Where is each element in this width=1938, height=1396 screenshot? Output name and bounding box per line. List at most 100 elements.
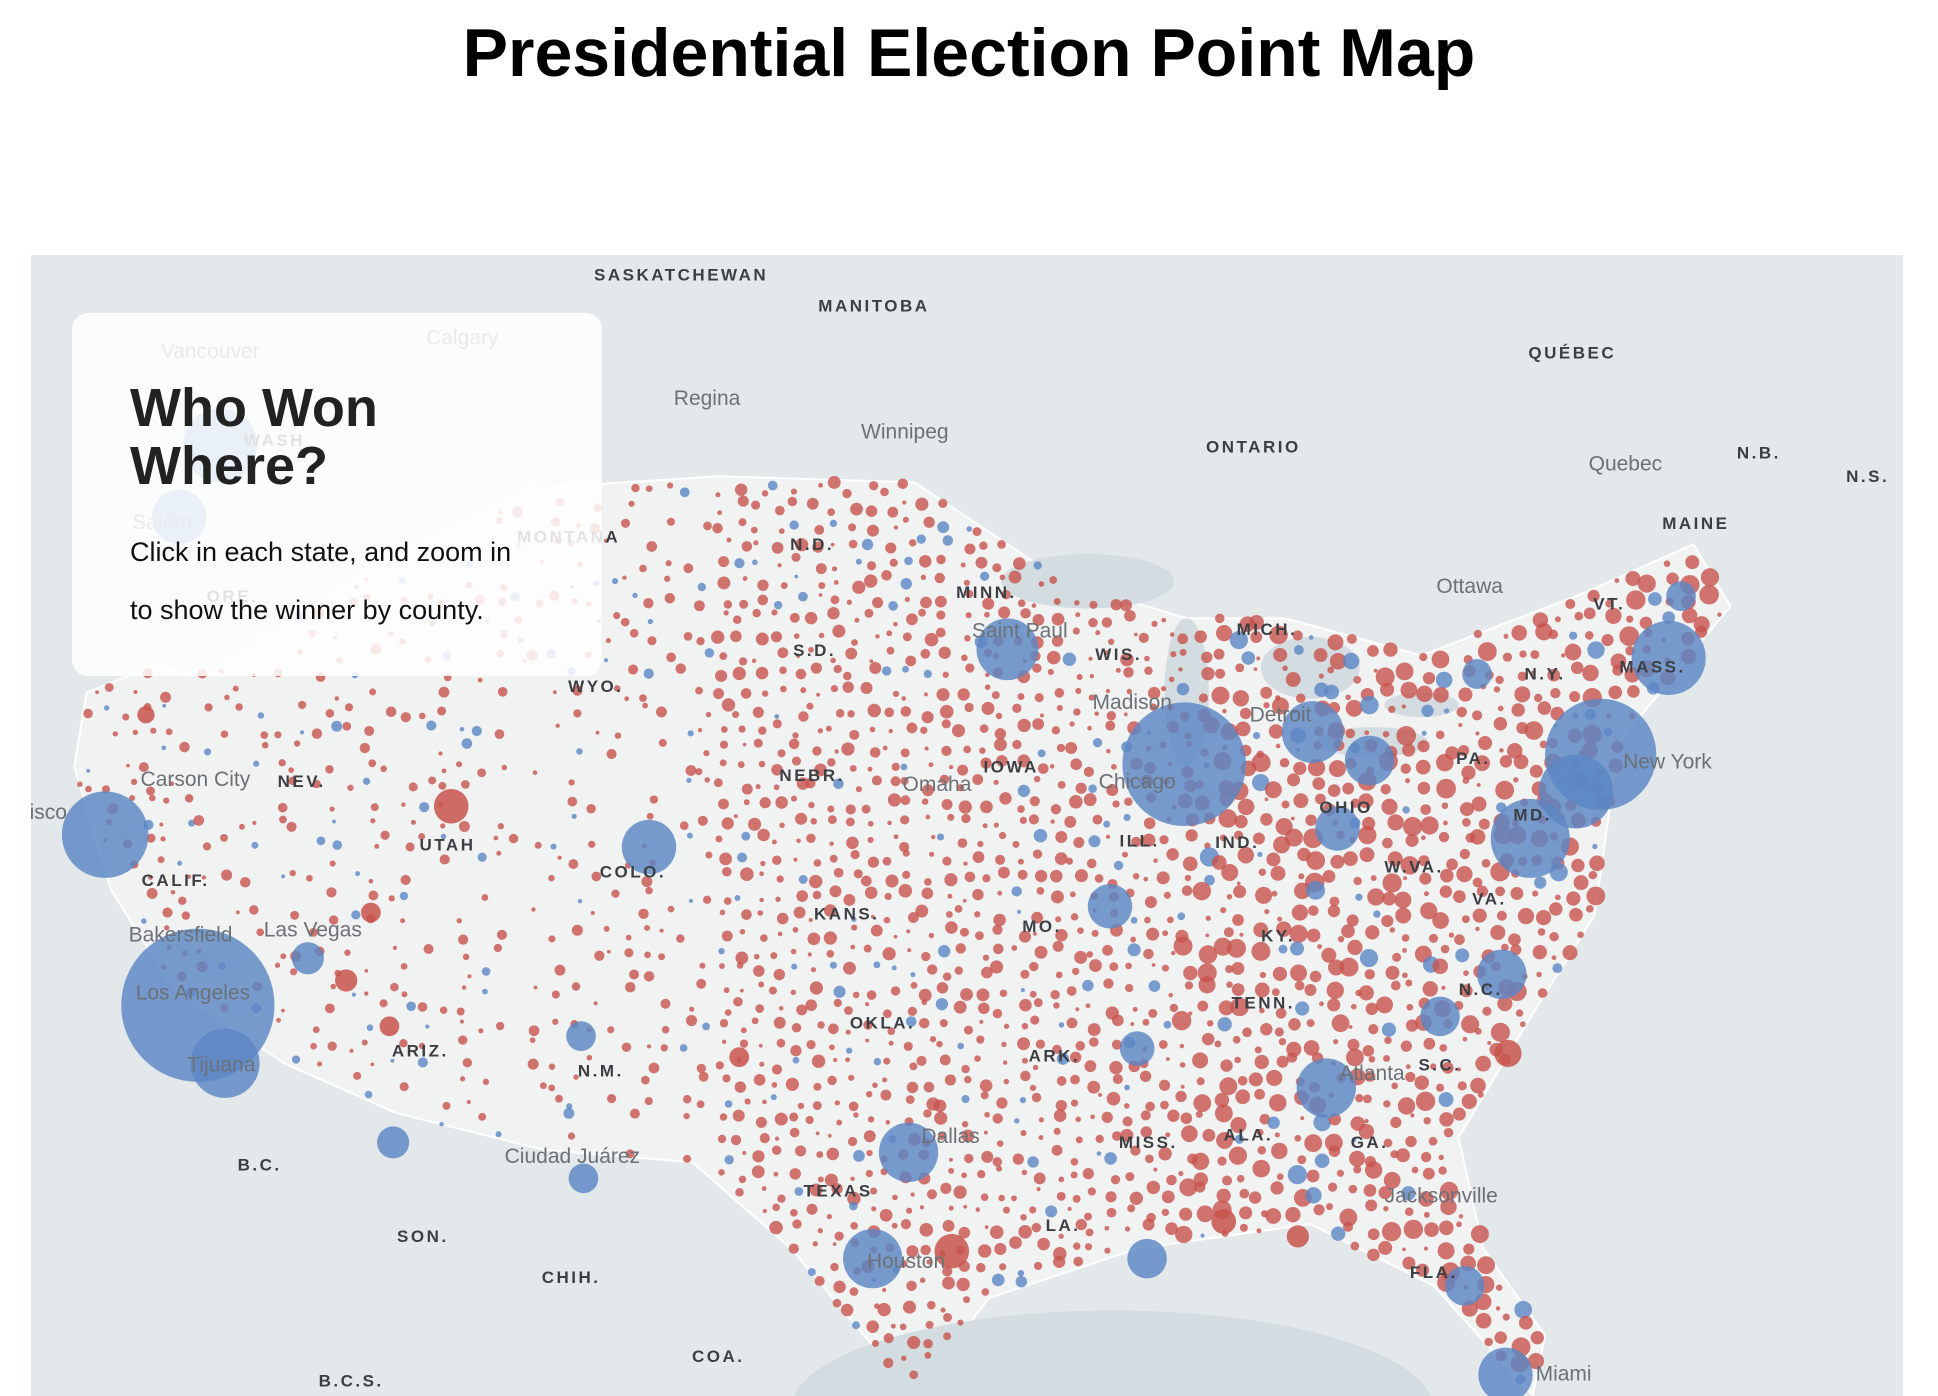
county-dot [697, 582, 706, 592]
county-dot [629, 628, 639, 638]
county-dot [628, 500, 635, 507]
county-dot [1456, 866, 1473, 883]
county-dot [1017, 1037, 1031, 1051]
county-dot [1073, 1256, 1084, 1267]
county-dot [1109, 962, 1119, 971]
county-dot [810, 662, 822, 674]
county-dot [994, 728, 1007, 740]
county-dot [1258, 868, 1267, 876]
county-dot [791, 552, 801, 562]
county-dot [1494, 1039, 1522, 1068]
county-dot [1373, 668, 1378, 673]
county-dot [849, 765, 857, 772]
county-dot [1587, 641, 1605, 659]
county-dot [759, 1133, 770, 1144]
county-dot [1405, 1064, 1411, 1070]
county-dot [867, 836, 874, 843]
county-dot [829, 885, 842, 898]
county-dot [1050, 819, 1055, 824]
county-dot [1148, 980, 1161, 992]
county-dot [1250, 631, 1263, 643]
county-dot [1456, 706, 1467, 718]
county-dot [1029, 1206, 1037, 1214]
county-dot [632, 592, 638, 599]
county-dot [1420, 902, 1438, 920]
county-dot [379, 1016, 400, 1037]
county-dot [1433, 687, 1449, 703]
county-dot [1327, 784, 1341, 797]
county-dot [1438, 1166, 1447, 1175]
county-dot [647, 636, 657, 646]
county-dot [1365, 1002, 1379, 1016]
county-dot [808, 918, 813, 923]
county-dot [643, 597, 654, 609]
county-dot [1151, 620, 1158, 628]
county-dot [1273, 647, 1288, 662]
county-dot [1381, 1222, 1402, 1242]
county-dot [890, 1323, 896, 1329]
county-dot [939, 1019, 948, 1028]
county-dot [759, 897, 764, 903]
county-dot [1378, 1186, 1392, 1200]
county-dot [361, 902, 381, 923]
county-dot [1252, 832, 1265, 845]
county-dot [1277, 916, 1283, 922]
county-dot [1050, 990, 1060, 1000]
county-dot [334, 696, 340, 701]
county-dot [1414, 1075, 1429, 1090]
county-dot [920, 596, 932, 609]
county-dot [1400, 856, 1420, 875]
county-dot [1076, 673, 1083, 680]
county-dot [904, 596, 910, 602]
county-dot [1180, 1112, 1193, 1125]
county-dot [1484, 1337, 1493, 1347]
county-dot [77, 781, 83, 787]
panel-description: Click in each state, and zoom in to show … [130, 523, 602, 639]
county-dot [900, 795, 911, 806]
county-dot [133, 689, 138, 695]
county-dot [776, 875, 784, 883]
county-dot [904, 556, 913, 566]
county-dot [1127, 1204, 1136, 1213]
county-dot [817, 728, 824, 734]
county-dot [847, 1136, 858, 1147]
county-dot [863, 1130, 876, 1143]
county-dot [551, 990, 560, 999]
county-dot [359, 742, 371, 754]
county-dot [732, 1109, 745, 1122]
county-dot [773, 968, 786, 981]
county-dot [279, 815, 287, 824]
county-dot [791, 756, 802, 766]
county-dot [1510, 887, 1524, 900]
county-dot [963, 1296, 971, 1304]
county-dot [882, 1009, 892, 1019]
county-dot [869, 726, 876, 733]
county-dot [771, 1145, 782, 1155]
county-dot [919, 555, 932, 568]
county-dot [918, 988, 932, 1002]
county-dot [1017, 784, 1031, 798]
county-dot [753, 965, 765, 977]
county-dot [1327, 634, 1344, 651]
county-dot [1176, 682, 1190, 696]
county-dot [845, 1029, 851, 1035]
county-dot [459, 1019, 464, 1024]
county-dot [1058, 1233, 1064, 1239]
county-dot [1470, 1225, 1489, 1244]
county-dot [628, 664, 639, 675]
region-label: B.C. [238, 1155, 282, 1174]
county-dot [887, 506, 899, 518]
county-dot [925, 814, 931, 820]
region-label: CALIF. [142, 871, 210, 890]
county-dot [312, 779, 321, 789]
county-dot [751, 658, 757, 664]
county-dot [773, 600, 783, 610]
county-dot [1168, 676, 1175, 683]
county-dot [996, 1165, 1003, 1172]
county-dot [974, 911, 981, 918]
county-dot [847, 1191, 861, 1206]
county-dot [232, 685, 239, 692]
county-dot [1036, 1187, 1041, 1192]
county-dot [1350, 1241, 1360, 1251]
